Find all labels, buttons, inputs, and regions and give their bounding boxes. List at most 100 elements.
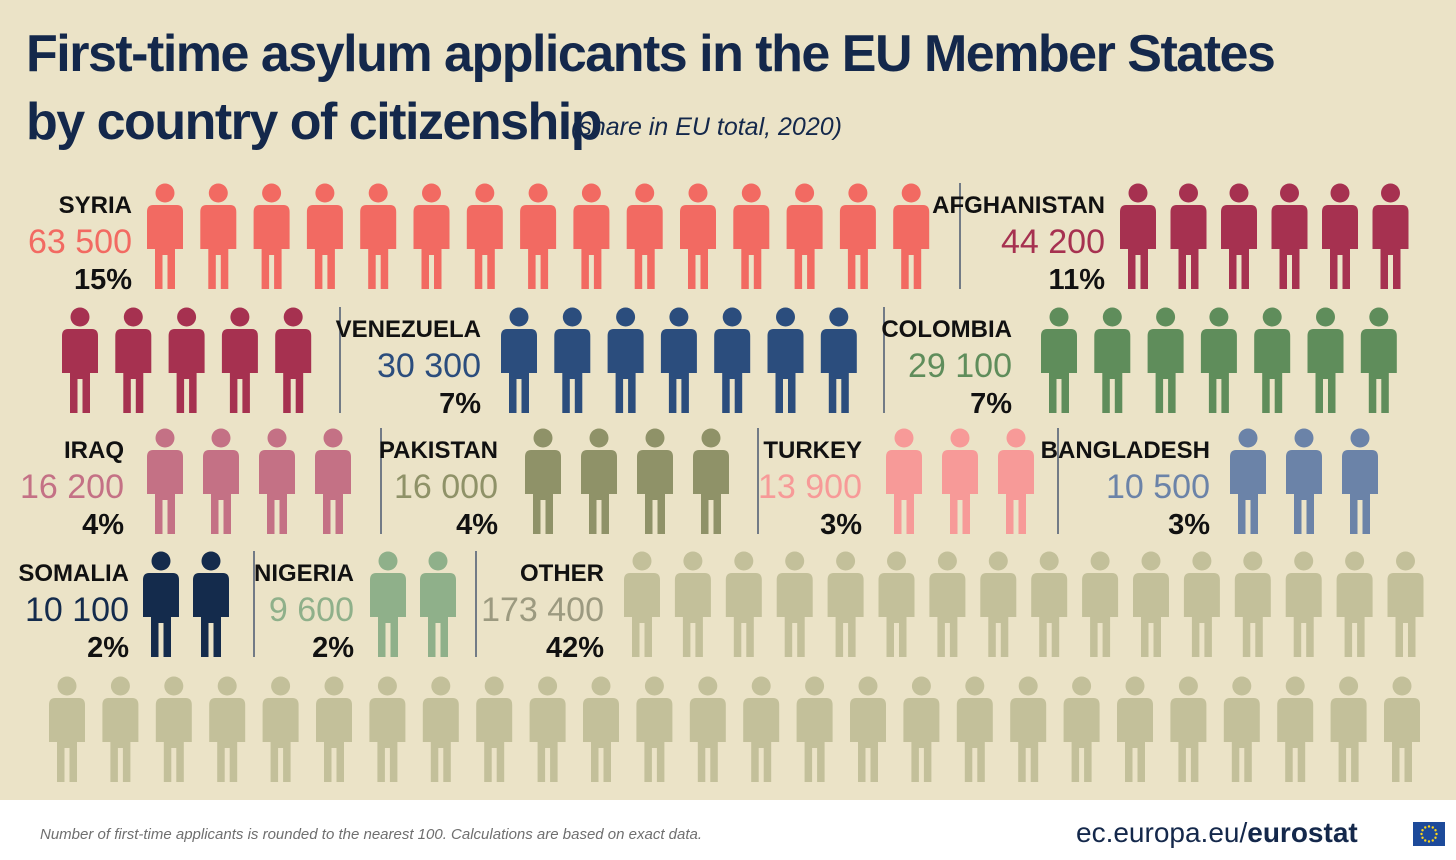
venezuela-person-icon bbox=[554, 307, 591, 413]
other-person-icon bbox=[316, 676, 352, 782]
pakistan-person-icon bbox=[693, 428, 729, 534]
nigeria-person-icon bbox=[420, 551, 456, 657]
syria-person-icon bbox=[360, 183, 397, 289]
syria-person-icon bbox=[306, 183, 343, 289]
eu-flag-icon bbox=[1413, 822, 1445, 846]
syria-person-icon bbox=[733, 183, 770, 289]
colombia-share-label: 7% bbox=[970, 388, 1012, 420]
venezuela-value-label: 30 300 bbox=[377, 347, 481, 385]
other-person-icon bbox=[956, 676, 993, 782]
turkey-country-label: TURKEY bbox=[763, 437, 862, 464]
venezuela-share-label: 7% bbox=[439, 388, 481, 420]
venezuela-person-icon bbox=[501, 307, 537, 413]
footer: Number of first-time applicants is round… bbox=[0, 800, 1456, 860]
venezuela-person-icon bbox=[767, 307, 804, 413]
iraq-share-label: 4% bbox=[82, 509, 124, 541]
other-person-icon bbox=[369, 676, 406, 782]
venezuela-person-icon bbox=[607, 307, 644, 413]
syria-person-icon bbox=[893, 183, 930, 289]
somalia-share-label: 2% bbox=[87, 632, 129, 664]
other-person-icon bbox=[903, 676, 940, 782]
turkey-person-icon bbox=[942, 428, 978, 534]
turkey-person-icon bbox=[886, 428, 922, 534]
afghanistan-person-icon bbox=[168, 307, 205, 413]
other-person-icon bbox=[262, 676, 299, 782]
other-person-icon bbox=[1234, 551, 1271, 657]
syria-person-icon bbox=[520, 183, 557, 289]
other-person-icon bbox=[1063, 676, 1100, 782]
syria-person-icon bbox=[147, 183, 183, 289]
syria-person-icon bbox=[786, 183, 823, 289]
other-value-label: 173 400 bbox=[481, 591, 604, 629]
afghanistan-share-label: 11% bbox=[1049, 264, 1106, 296]
turkey-share-label: 3% bbox=[820, 509, 862, 541]
syria-person-icon bbox=[200, 183, 237, 289]
afghanistan-person-icon bbox=[1322, 183, 1358, 289]
other-person-icon bbox=[583, 676, 619, 782]
syria-person-icon bbox=[413, 183, 450, 289]
other-person-icon bbox=[1031, 551, 1068, 657]
other-person-icon bbox=[878, 551, 915, 657]
other-person-icon bbox=[725, 551, 762, 657]
syria-person-icon bbox=[253, 183, 290, 289]
pakistan-person-icon bbox=[581, 428, 617, 534]
afghanistan-person-icon bbox=[115, 307, 152, 413]
nigeria-person-icon bbox=[370, 551, 406, 657]
syria-person-icon bbox=[466, 183, 503, 289]
other-person-icon bbox=[636, 676, 673, 782]
other-person-icon bbox=[476, 676, 513, 782]
other-person-icon bbox=[1082, 551, 1119, 657]
venezuela-person-icon bbox=[660, 307, 697, 413]
other-person-icon bbox=[980, 551, 1017, 657]
afghanistan-person-icon bbox=[1120, 183, 1156, 289]
syria-person-icon bbox=[680, 183, 716, 289]
pakistan-person-icon bbox=[525, 428, 561, 534]
other-person-icon bbox=[1010, 676, 1047, 782]
iraq-country-label: IRAQ bbox=[64, 437, 124, 464]
syria-person-icon bbox=[626, 183, 663, 289]
venezuela-country-label: VENEZUELA bbox=[336, 316, 481, 343]
other-person-icon bbox=[1384, 676, 1420, 782]
colombia-person-icon bbox=[1041, 307, 1077, 413]
afghanistan-value-label: 44 200 bbox=[1001, 223, 1105, 261]
other-person-icon bbox=[422, 676, 459, 782]
eurostat-brand[interactable]: ec.europa.eu/eurostat bbox=[1076, 817, 1358, 849]
syria-country-label: SYRIA bbox=[59, 192, 132, 219]
colombia-person-icon bbox=[1360, 307, 1397, 413]
afghanistan-person-icon bbox=[221, 307, 258, 413]
somalia-country-label: SOMALIA bbox=[18, 560, 129, 587]
iraq-value-label: 16 200 bbox=[20, 468, 124, 506]
colombia-person-icon bbox=[1147, 307, 1184, 413]
other-person-icon bbox=[1117, 676, 1153, 782]
title-line-2: by country of citizenship bbox=[26, 93, 603, 151]
afghanistan-person-icon bbox=[1271, 183, 1308, 289]
iraq-person-icon bbox=[147, 428, 183, 534]
afghanistan-person-icon bbox=[1170, 183, 1207, 289]
other-share-label: 42% bbox=[546, 632, 604, 664]
pakistan-value-label: 16 000 bbox=[394, 468, 498, 506]
colombia-value-label: 29 100 bbox=[908, 347, 1012, 385]
other-person-icon bbox=[776, 551, 813, 657]
venezuela-person-icon bbox=[820, 307, 857, 413]
bangladesh-share-label: 3% bbox=[1168, 509, 1210, 541]
other-person-icon bbox=[1223, 676, 1260, 782]
afghanistan-person-icon bbox=[275, 307, 312, 413]
turkey-person-icon bbox=[998, 428, 1034, 534]
nigeria-value-label: 9 600 bbox=[269, 591, 354, 629]
syria-person-icon bbox=[573, 183, 610, 289]
bangladesh-value-label: 10 500 bbox=[1106, 468, 1210, 506]
other-person-icon bbox=[743, 676, 780, 782]
syria-value-label: 63 500 bbox=[28, 223, 132, 261]
nigeria-share-label: 2% bbox=[312, 632, 354, 664]
somalia-person-icon bbox=[143, 551, 179, 657]
other-person-icon bbox=[850, 676, 886, 782]
other-person-icon bbox=[689, 676, 726, 782]
bangladesh-person-icon bbox=[1342, 428, 1378, 534]
subtitle: (share in EU total, 2020) bbox=[571, 113, 842, 141]
other-person-icon bbox=[102, 676, 139, 782]
other-person-icon bbox=[155, 676, 192, 782]
pakistan-person-icon bbox=[637, 428, 673, 534]
other-person-icon bbox=[529, 676, 566, 782]
other-person-icon bbox=[1336, 551, 1373, 657]
other-person-icon bbox=[1285, 551, 1322, 657]
